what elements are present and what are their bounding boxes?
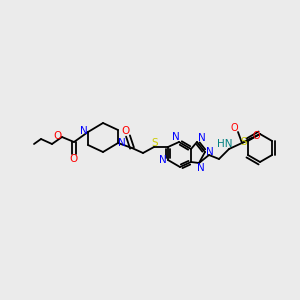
Text: N: N — [197, 163, 205, 173]
Text: N: N — [80, 126, 88, 136]
Text: O: O — [252, 131, 260, 141]
Text: O: O — [230, 123, 238, 133]
Text: N: N — [172, 132, 180, 142]
Text: S: S — [241, 137, 247, 147]
Text: O: O — [70, 154, 78, 164]
Text: O: O — [122, 126, 130, 136]
Text: S: S — [152, 138, 158, 148]
Text: O: O — [54, 131, 62, 141]
Text: N: N — [118, 138, 126, 148]
Text: N: N — [198, 133, 206, 143]
Text: N: N — [159, 155, 167, 165]
Text: HN: HN — [217, 139, 233, 149]
Text: N: N — [206, 147, 214, 157]
